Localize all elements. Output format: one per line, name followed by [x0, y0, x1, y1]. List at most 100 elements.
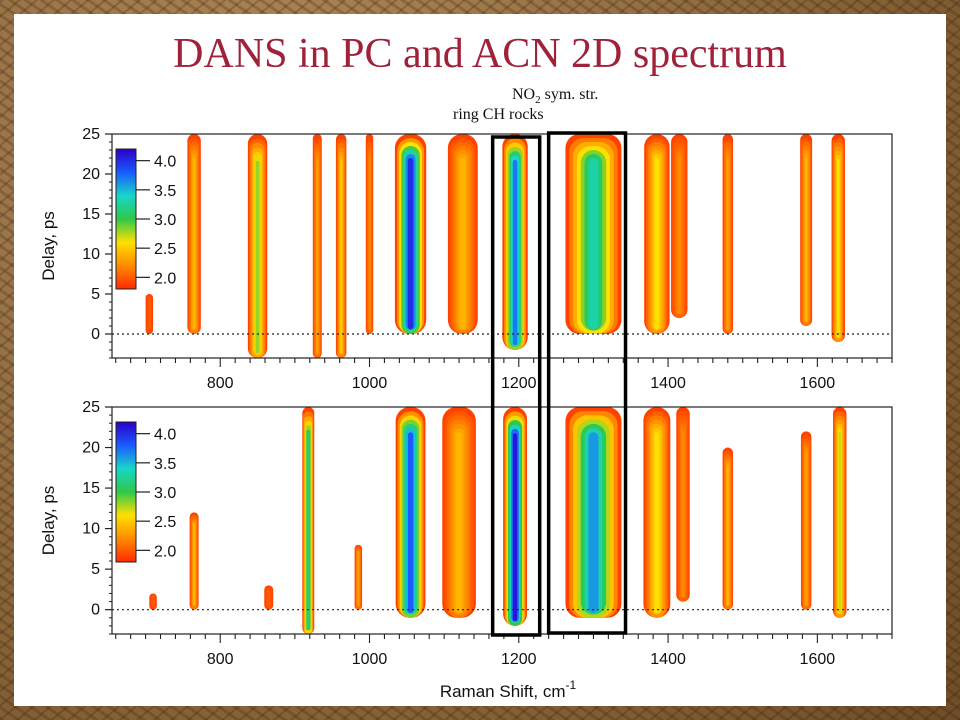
spectral-band — [502, 134, 528, 350]
colorbar — [115, 148, 137, 290]
band-contour-level — [512, 159, 518, 346]
band-contour-level — [407, 158, 414, 330]
band-contour-level — [588, 158, 599, 330]
band-contour-level — [307, 434, 310, 630]
band-contour-level — [148, 298, 151, 330]
band-contour-level — [837, 158, 840, 338]
heatmap-panel-bottom: 0 5 10 15 20 25 800 1000 1200 1400 1600 Delay, ps 4.… — [39, 399, 893, 668]
spectral-band — [643, 407, 671, 618]
band-contour-level — [654, 158, 660, 330]
spectral-band — [302, 407, 315, 634]
band-contour-level — [368, 158, 371, 330]
spectral-band — [503, 407, 528, 626]
spectral-band — [354, 544, 363, 610]
spectral-band — [565, 134, 622, 334]
annotation-no2-suffix: sym. str. — [540, 86, 599, 103]
colorbar-tick-label: 3.5 — [154, 456, 176, 473]
y-tick-label: 20 — [82, 440, 100, 457]
y-tick-label: 10 — [82, 246, 100, 263]
band-contour-level — [681, 430, 685, 597]
colorbar-tick-label: 2.5 — [154, 241, 176, 258]
band-layer — [112, 407, 892, 634]
band-contour-level — [267, 588, 270, 605]
spectral-band — [247, 134, 268, 358]
spectral-band — [800, 134, 813, 326]
band-contour-level — [152, 595, 154, 605]
y-tick-label: 5 — [91, 561, 100, 578]
spectral-band — [264, 585, 274, 610]
spectral-band — [671, 134, 688, 318]
band-contour-level — [588, 432, 599, 613]
x-tick-label: 800 — [207, 375, 234, 392]
x-tick-label: 1200 — [501, 375, 537, 392]
band-contour-level — [456, 432, 463, 613]
spectral-band — [365, 134, 374, 334]
spectral-band — [831, 134, 845, 342]
spectral-band — [833, 407, 847, 618]
no2-sym-str-highlight-box — [546, 131, 628, 635]
x-tick-label: 1600 — [800, 651, 836, 668]
band-contour-level — [677, 156, 681, 314]
colorbar-tick-label: 3.0 — [154, 212, 176, 229]
y-tick-label: 15 — [82, 480, 100, 497]
x-tick-label: 1400 — [650, 651, 686, 668]
x-tick-label: 800 — [207, 651, 234, 668]
plot-area — [112, 407, 892, 634]
spectral-band — [312, 134, 322, 358]
band-contour-level — [805, 157, 808, 322]
y-tick-label: 15 — [82, 206, 100, 223]
x-tick-label: 1600 — [800, 375, 836, 392]
annotation-ring-ch-rocks: ring CH rocks — [453, 106, 544, 123]
annotation-no2-prefix: NO — [512, 86, 536, 103]
band-contour-level — [255, 160, 260, 354]
plot-area — [112, 134, 892, 358]
colorbar-tick-label: 3.5 — [154, 183, 176, 200]
spectral-band — [395, 407, 426, 618]
spectral-band — [800, 431, 812, 610]
spectral-band — [335, 134, 347, 358]
band-contour-level — [654, 432, 660, 613]
spectral-band — [722, 447, 734, 610]
x-tick-label: 1000 — [352, 375, 388, 392]
y-tick-label: 20 — [82, 166, 100, 183]
band-layer — [112, 134, 892, 358]
y-axis-title: Delay, ps — [39, 486, 58, 556]
band-contour-level — [838, 432, 841, 613]
band-contour-level — [407, 432, 414, 613]
band-contour-level — [316, 160, 319, 354]
band-contour-level — [460, 158, 466, 330]
heatmap-panel-top: 0 5 10 15 20 25 800 1000 1200 1400 1600 Delay, ps 4.… — [39, 126, 893, 392]
ring-ch-rocks-highlight-box — [490, 135, 542, 637]
y-tick-label: 10 — [82, 521, 100, 538]
spectral-band — [565, 407, 622, 618]
colorbar-tick-label: 4.0 — [154, 154, 176, 171]
band-contour-level — [512, 433, 518, 622]
spectral-band — [145, 294, 154, 334]
band-contour-level — [193, 524, 195, 605]
x-axis-title: Raman Shift, cm-1 — [440, 678, 577, 701]
spectral-band — [187, 134, 201, 334]
colorbar-tick-label: 2.0 — [154, 270, 176, 287]
band-contour-level — [357, 552, 360, 605]
annotation-no2-subscript: 2 — [535, 94, 541, 107]
colorbar — [115, 421, 137, 563]
band-contour-level — [340, 160, 343, 354]
band-contour-level — [192, 158, 196, 330]
y-tick-label: 0 — [91, 602, 100, 619]
spectral-band — [189, 512, 199, 610]
spectral-band — [394, 134, 427, 334]
x-tick-label: 1400 — [650, 375, 686, 392]
slide-title: DANS in PC and ACN 2D spectrum — [173, 31, 787, 77]
y-axis-title: Delay, ps — [39, 211, 58, 281]
x-tick-label: 1200 — [501, 651, 537, 668]
spectral-band — [722, 134, 734, 334]
spectral-band — [149, 593, 157, 610]
spectral-band — [447, 134, 478, 334]
x-axis-title-superscript: -1 — [565, 678, 576, 692]
annotation-no2-sym-str: NO2 sym. str. — [512, 86, 598, 106]
colorbar-tick-label: 2.0 — [154, 543, 176, 560]
spectral-band — [442, 407, 476, 618]
colorbar-tick-label: 4.0 — [154, 427, 176, 444]
spectral-band — [644, 134, 670, 334]
